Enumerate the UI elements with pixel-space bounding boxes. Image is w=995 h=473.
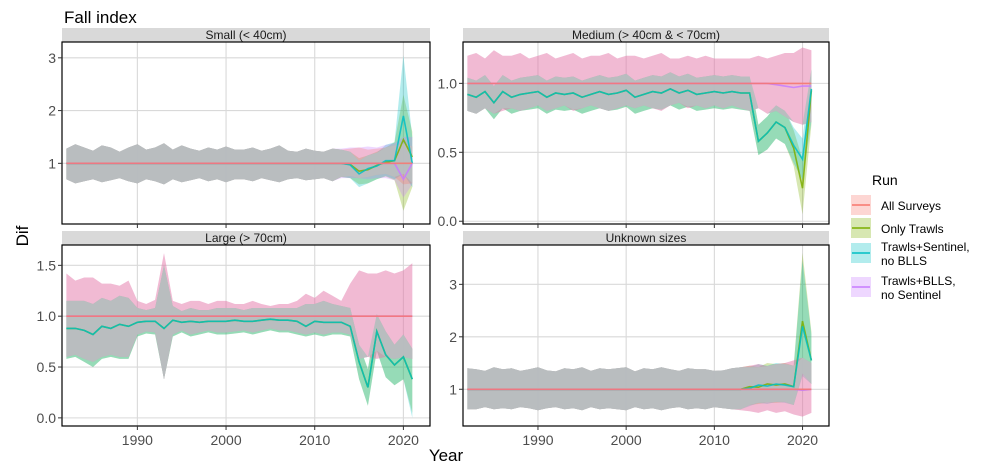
x-axis-label: Year [429,446,464,465]
series-layer [467,47,813,215]
facet-panel: Large (> 70cm) 0.0 0.5 1.0 1.5 1990 2000 2010 20… [37,231,431,448]
series-layer [467,252,813,417]
series-layer [66,55,414,211]
panel-border [462,41,830,225]
facet-panels: Small (< 40cm) 1 2 3 Medium (> 40cm & < 70cm… [37,28,830,448]
legend-item: Only Trawls [851,218,944,238]
x-tick-label: 2000 [611,432,642,448]
legend-item: All Surveys [851,195,941,215]
y-tick-label: 0.5 [438,144,458,160]
x-tick-label: 1990 [522,432,553,448]
legend-title: Run [872,172,898,188]
legend-label: Trawls+BLLS, [881,274,956,288]
y-tick-label: 0.0 [37,410,57,426]
y-tick-label: 1 [449,381,457,397]
facet-panel: Unknown sizes 1 2 3 1990 2000 2010 2020 [449,231,830,448]
legend-label: no BLLS [881,254,927,268]
plot-area [62,42,430,224]
x-tick-label: 1990 [122,432,153,448]
facet-panel: Medium (> 40cm & < 70cm) 0.0 0.5 1.0 [438,28,830,229]
panel-border [61,41,431,225]
y-tick-label: 1.5 [37,257,57,273]
y-tick-label: 2 [449,329,457,345]
overlap-band [66,265,413,380]
y-tick-label: 1.0 [438,75,458,91]
facet-strip [463,28,829,42]
facet-strip-title: Large (> 70cm) [205,231,287,245]
x-tick-label: 2020 [787,432,818,448]
legend-label: Only Trawls [881,222,944,236]
series-layer [66,253,414,418]
legend-label: All Surveys [881,199,941,213]
y-tick-label: 0.0 [438,213,458,229]
panel-border [61,244,431,427]
facet-panel: Small (< 40cm) 1 2 3 [48,28,431,228]
y-axis-label: Dif [13,225,32,246]
series-line [467,88,813,162]
y-tick-label: 2 [48,103,56,119]
y-tick-label: 3 [449,276,457,292]
facet-strip-title: Medium (> 40cm & < 70cm) [572,28,720,42]
panel-border [462,244,830,427]
legend-label: no Sentinel [881,288,941,302]
facet-strip-title: Unknown sizes [606,231,687,245]
legend: Run All Surveys Only Trawls Trawls+Sentine… [851,172,970,302]
y-tick-label: 1.0 [37,308,57,324]
y-tick-label: 0.5 [37,359,57,375]
series-line [66,318,414,388]
facet-strip [62,231,430,245]
legend-item: Trawls+Sentinel,no BLLS [851,240,970,268]
facet-strip [463,231,829,245]
y-tick-label: 3 [48,50,56,66]
legend-label: Trawls+Sentinel, [881,240,970,254]
legend-item: Trawls+BLLS,no Sentinel [851,274,956,302]
figure-title: Fall index [64,8,137,27]
x-tick-label: 2010 [299,432,330,448]
x-tick-label: 2000 [210,432,241,448]
facet-strip-title: Small (< 40cm) [205,28,286,42]
facet-strip [62,28,430,42]
x-tick-label: 2020 [388,432,419,448]
x-tick-label: 2010 [699,432,730,448]
overlap-band [467,357,812,411]
y-tick-label: 1 [48,155,56,171]
